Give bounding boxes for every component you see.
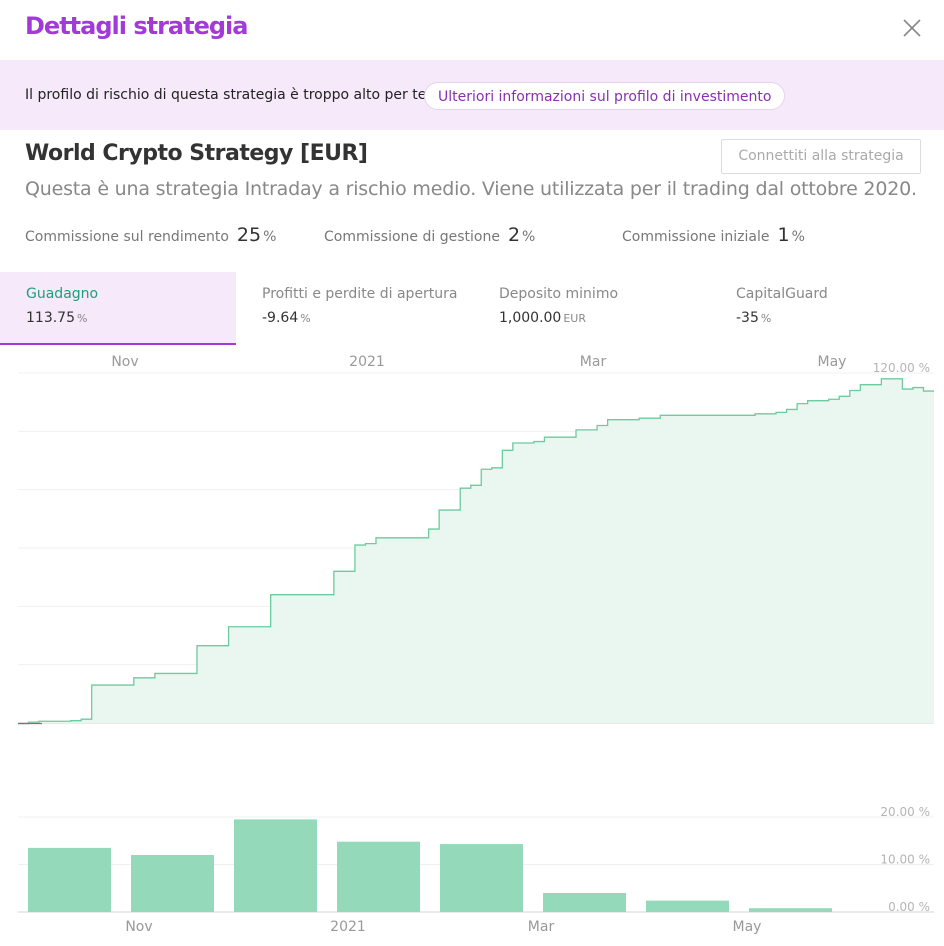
fee-label: Commissione sul rendimento <box>25 229 229 245</box>
initial-fee: Commissione iniziale 1% <box>622 224 805 246</box>
stat-label: Guadagno <box>26 286 99 302</box>
modal-header: Dettagli strategia <box>0 0 944 60</box>
y-tick-label: 20.00 % <box>880 805 930 819</box>
tab-minimum-deposit[interactable]: Deposito minimo 1,000.00 EUR <box>473 272 709 345</box>
strategy-name: World Crypto Strategy [EUR] <box>25 141 368 166</box>
monthly-gain-bar-chart[interactable]: 0.00 % 10.00 % 20.00 % Nov 2021 Mar May <box>0 770 944 946</box>
tab-open-pnl[interactable]: Profitti e perdite di apertura -9.64% <box>236 272 472 345</box>
x-tick-label: Mar <box>580 354 607 370</box>
tab-capitalguard[interactable]: CapitalGuard -35% <box>710 272 944 345</box>
stat-unit: % <box>77 312 88 325</box>
x-tick-label: May <box>818 354 847 370</box>
fee-value: 1 <box>777 224 790 246</box>
gain-chart[interactable]: 0.00 %20.00 %40.00 %60.00 %80.00 %100.00… <box>0 345 944 745</box>
risk-warning-text: Il profilo di rischio di questa strategi… <box>25 87 431 103</box>
stat-label: CapitalGuard <box>736 286 828 302</box>
strategy-description: Questa è una strategia Intraday a rischi… <box>25 178 917 200</box>
fee-unit: % <box>522 229 536 245</box>
close-icon[interactable] <box>898 14 926 42</box>
gain-line <box>18 378 934 725</box>
x-tick-label: 2021 <box>330 919 366 935</box>
stat-value: 113.75 <box>26 310 75 326</box>
monthly-bar <box>749 908 832 912</box>
stat-value: -35 <box>736 310 759 326</box>
connect-to-strategy-button[interactable]: Connettiti alla strategia <box>721 139 921 174</box>
gain-area <box>18 378 934 724</box>
stat-unit: EUR <box>563 312 586 325</box>
stat-unit: % <box>300 312 311 325</box>
x-tick-label: Nov <box>125 919 152 935</box>
y-tick-label: 0.00 % <box>888 900 930 914</box>
monthly-bar <box>131 855 214 912</box>
stat-value: 1,000.00 <box>499 310 562 326</box>
y-tick-label: 120.00 % <box>873 361 930 375</box>
x-tick-label: May <box>733 919 762 935</box>
fee-label: Commissione iniziale <box>622 229 770 245</box>
monthly-bar <box>28 847 111 912</box>
fee-label: Commissione di gestione <box>324 229 500 245</box>
monthly-bar <box>234 819 317 912</box>
fee-unit: % <box>791 229 805 245</box>
management-fee: Commissione di gestione 2% <box>324 224 535 246</box>
fee-value: 2 <box>507 224 521 246</box>
performance-fee: Commissione sul rendimento 25% <box>25 224 276 246</box>
monthly-bar <box>440 844 523 912</box>
stat-label: Deposito minimo <box>499 286 619 302</box>
monthly-bar <box>337 841 420 912</box>
tab-gain[interactable]: Guadagno 113.75% <box>0 272 236 345</box>
fee-unit: % <box>263 229 277 245</box>
stat-label: Profitti e perdite di apertura <box>262 286 458 302</box>
y-tick-label: 10.00 % <box>880 853 930 867</box>
x-tick-label: Nov <box>111 354 138 370</box>
modal-title: Dettagli strategia <box>25 12 248 40</box>
monthly-bar <box>543 893 626 912</box>
investment-profile-link[interactable]: Ulteriori informazioni sul profilo di in… <box>424 82 786 110</box>
x-tick-label: Mar <box>528 919 555 935</box>
stat-value: -9.64 <box>262 310 299 326</box>
x-tick-label: 2021 <box>349 354 385 370</box>
fee-value: 25 <box>236 224 262 246</box>
monthly-bar <box>646 900 729 912</box>
stat-unit: % <box>760 312 772 325</box>
